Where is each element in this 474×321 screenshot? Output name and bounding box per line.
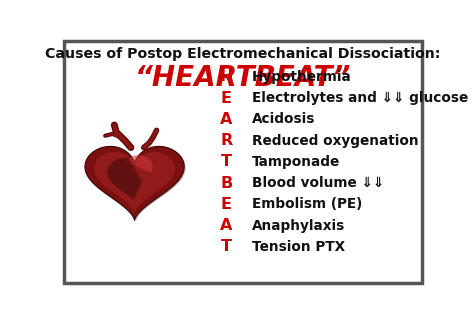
Text: H: H [219, 69, 233, 84]
Text: T: T [221, 239, 232, 254]
Polygon shape [126, 155, 153, 172]
Text: B: B [220, 176, 233, 191]
Polygon shape [107, 158, 142, 200]
Text: R: R [220, 133, 233, 148]
Text: Tension PTX: Tension PTX [252, 240, 345, 254]
Text: A: A [220, 218, 233, 233]
Text: E: E [221, 91, 232, 106]
Text: Causes of Postop Electromechanical Dissociation:: Causes of Postop Electromechanical Disso… [45, 47, 441, 61]
Text: Embolism (PE): Embolism (PE) [252, 197, 362, 211]
Text: Blood volume ⇓⇓: Blood volume ⇓⇓ [252, 176, 384, 190]
Text: E: E [221, 197, 232, 212]
Text: Hypothermia: Hypothermia [252, 70, 352, 84]
Text: Anaphylaxis: Anaphylaxis [252, 219, 346, 233]
Text: Reduced oxygenation: Reduced oxygenation [252, 134, 419, 148]
Text: A: A [220, 112, 233, 127]
Text: Acidosis: Acidosis [252, 112, 316, 126]
Polygon shape [94, 152, 175, 213]
Polygon shape [86, 147, 186, 221]
Text: Electrolytes and ⇓⇓ glucose: Electrolytes and ⇓⇓ glucose [252, 91, 468, 105]
Text: “HEARTBEAT”: “HEARTBEAT” [135, 65, 351, 92]
Text: Tamponade: Tamponade [252, 155, 340, 169]
FancyBboxPatch shape [64, 41, 422, 283]
Polygon shape [85, 146, 184, 221]
Text: T: T [221, 154, 232, 169]
